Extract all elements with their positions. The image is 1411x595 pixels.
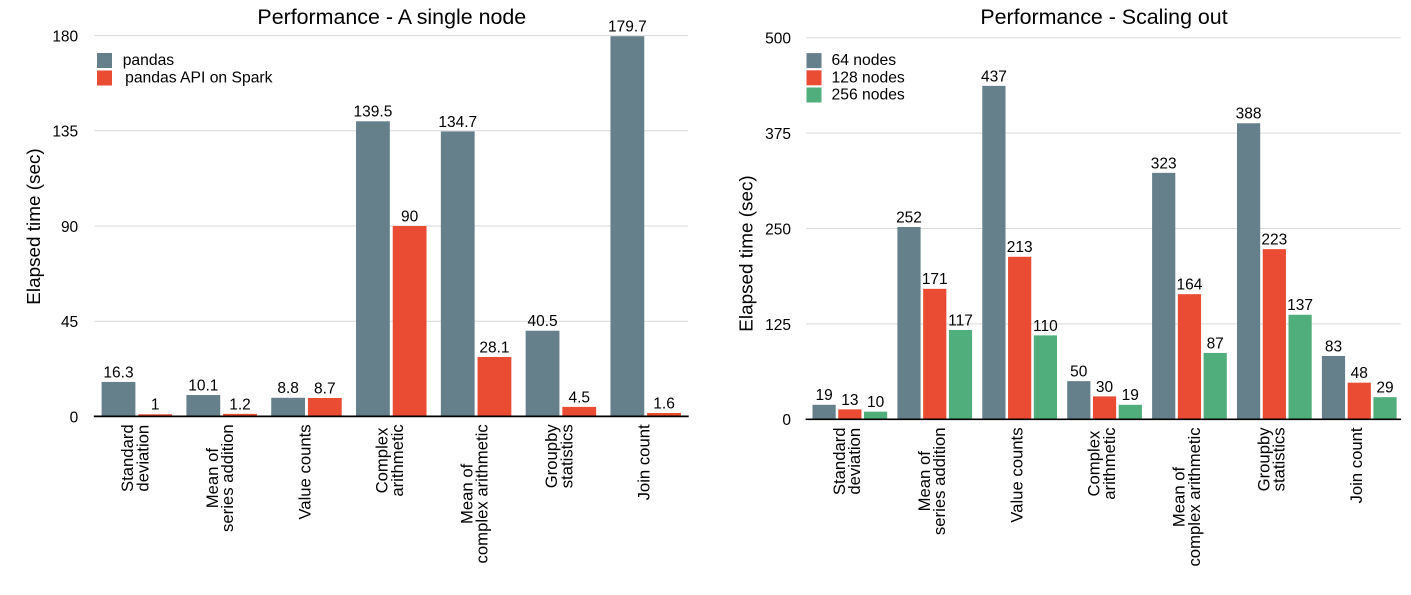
- svg-text:323: 323: [1151, 155, 1177, 172]
- svg-text:500: 500: [765, 31, 791, 48]
- svg-text:pandas: pandas: [123, 52, 175, 69]
- svg-text:90: 90: [61, 219, 79, 236]
- svg-text:0: 0: [70, 409, 79, 426]
- svg-text:Performance - A single node: Performance - A single node: [257, 5, 526, 29]
- svg-text:1.2: 1.2: [229, 396, 251, 413]
- svg-text:Elapsed time (sec): Elapsed time (sec): [24, 148, 45, 304]
- svg-text:83: 83: [1325, 338, 1342, 355]
- svg-text:Complex: Complex: [373, 427, 392, 494]
- svg-text:45: 45: [61, 314, 78, 331]
- svg-text:19: 19: [1122, 387, 1139, 404]
- svg-text:series addition: series addition: [218, 424, 237, 532]
- svg-text:Value counts: Value counts: [295, 424, 314, 519]
- svg-text:16.3: 16.3: [103, 364, 133, 381]
- svg-text:110: 110: [1033, 318, 1058, 335]
- svg-text:64 nodes: 64 nodes: [832, 52, 897, 69]
- svg-text:171: 171: [922, 271, 948, 288]
- svg-text:0: 0: [782, 412, 791, 429]
- svg-text:deviation: deviation: [133, 425, 152, 492]
- svg-text:Mean of: Mean of: [203, 448, 222, 509]
- svg-text:250: 250: [765, 221, 791, 238]
- svg-text:30: 30: [1096, 379, 1114, 396]
- svg-text:statistics: statistics: [557, 424, 576, 488]
- svg-text:8.8: 8.8: [277, 380, 299, 397]
- svg-text:Value counts: Value counts: [1007, 427, 1026, 522]
- svg-text:50: 50: [1070, 364, 1088, 381]
- svg-text:Performance - Scaling out: Performance - Scaling out: [980, 5, 1227, 29]
- svg-text:10: 10: [867, 394, 885, 411]
- svg-text:179.7: 179.7: [608, 19, 647, 36]
- svg-text:437: 437: [981, 68, 1007, 85]
- svg-text:256 nodes: 256 nodes: [832, 87, 905, 104]
- svg-text:Complex: Complex: [1085, 430, 1104, 497]
- svg-text:1.6: 1.6: [653, 395, 675, 412]
- svg-text:Join count: Join count: [635, 424, 654, 500]
- svg-text:388: 388: [1236, 106, 1262, 123]
- svg-text:180: 180: [52, 28, 78, 45]
- svg-text:125: 125: [765, 317, 791, 334]
- svg-text:statistics: statistics: [1270, 427, 1289, 491]
- svg-text:Groupby: Groupby: [1254, 427, 1273, 492]
- svg-text:90: 90: [401, 208, 419, 225]
- svg-text:Standard: Standard: [118, 424, 137, 492]
- svg-text:series addition: series addition: [930, 427, 949, 535]
- svg-text:arithmetic: arithmetic: [388, 424, 407, 496]
- svg-text:1: 1: [151, 397, 160, 414]
- svg-text:375: 375: [765, 126, 791, 143]
- svg-text:139.5: 139.5: [354, 104, 393, 121]
- svg-text:Mean of: Mean of: [457, 463, 476, 524]
- svg-text:Join count: Join count: [1347, 427, 1366, 503]
- svg-text:Mean of: Mean of: [1170, 466, 1189, 527]
- svg-text:137: 137: [1287, 297, 1313, 314]
- svg-text:28.1: 28.1: [479, 339, 509, 356]
- svg-text:164: 164: [1177, 277, 1203, 294]
- svg-text:Groupby: Groupby: [542, 424, 561, 489]
- svg-text:135: 135: [52, 124, 78, 141]
- svg-text:pandas API on Spark: pandas API on Spark: [125, 70, 273, 87]
- svg-text:252: 252: [896, 209, 922, 226]
- svg-text:128 nodes: 128 nodes: [832, 69, 905, 86]
- svg-text:arithmetic: arithmetic: [1100, 427, 1119, 499]
- svg-text:Mean of: Mean of: [915, 451, 934, 512]
- svg-text:29: 29: [1376, 380, 1393, 397]
- svg-text:223: 223: [1261, 232, 1287, 249]
- svg-text:deviation: deviation: [845, 428, 864, 495]
- svg-text:8.7: 8.7: [314, 380, 336, 397]
- svg-text:117: 117: [948, 312, 973, 329]
- svg-text:Standard: Standard: [830, 427, 849, 495]
- svg-text:87: 87: [1207, 335, 1224, 352]
- svg-text:19: 19: [815, 387, 832, 404]
- svg-text:40.5: 40.5: [527, 313, 557, 330]
- svg-text:complex arithmetic: complex arithmetic: [473, 424, 492, 563]
- svg-text:213: 213: [1007, 239, 1033, 256]
- svg-text:48: 48: [1351, 365, 1368, 382]
- svg-text:134.7: 134.7: [438, 114, 477, 131]
- svg-text:13: 13: [841, 392, 858, 409]
- svg-text:4.5: 4.5: [568, 389, 590, 406]
- svg-text:complex arithmetic: complex arithmetic: [1185, 427, 1204, 566]
- svg-text:Elapsed time (sec): Elapsed time (sec): [737, 175, 758, 331]
- svg-text:10.1: 10.1: [188, 377, 218, 394]
